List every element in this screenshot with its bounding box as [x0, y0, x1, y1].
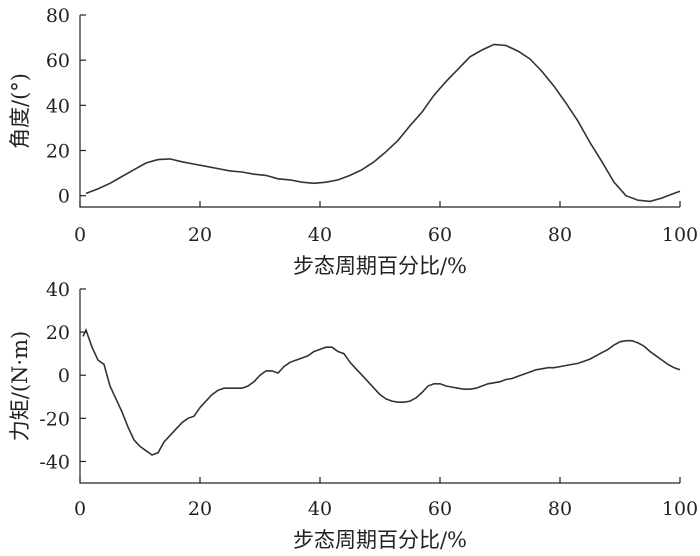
y-tick-label: -40	[39, 451, 70, 473]
moment-chart-x-ticks: 0 20 40 60 80 100	[74, 477, 698, 520]
x-tick-label: 80	[548, 224, 572, 246]
moment-chart-y-ticks: -40 -20 0 20 40	[39, 279, 86, 473]
x-tick-label: 40	[308, 224, 332, 246]
y-tick-label: 0	[58, 365, 70, 387]
x-tick-label: 20	[188, 224, 212, 246]
angle-curve	[85, 43, 681, 203]
moment-chart-y-label: 力矩/(N·m)	[8, 331, 32, 441]
angle-chart-axes	[79, 15, 680, 208]
y-tick-label: 40	[46, 95, 70, 117]
y-tick-label: 40	[46, 279, 70, 301]
moment-curve	[82, 327, 681, 456]
moment-chart-x-label: 步态周期百分比/%	[293, 528, 467, 552]
y-tick-label: -20	[39, 408, 70, 430]
angle-chart-y-ticks: 0 20 40 60 80	[46, 5, 86, 208]
x-tick-label: 40	[308, 498, 332, 520]
x-tick-label: 0	[74, 498, 86, 520]
moment-chart: -40 -20 0 20 40 0 20 40 60 80 100 力矩/(N·m) 步态周期百分…	[8, 279, 698, 552]
x-tick-label: 100	[662, 224, 698, 246]
x-tick-label: 80	[548, 498, 572, 520]
angle-chart: 0 20 40 60 80 0 20 40 60 80 100 角度/(°) 步态周期百分比/%	[8, 5, 698, 278]
y-tick-label: 0	[58, 186, 70, 208]
y-tick-label: 20	[46, 322, 70, 344]
angle-chart-x-ticks: 0 20 40 60 80 100	[74, 201, 698, 246]
y-tick-label: 80	[46, 5, 70, 27]
x-tick-label: 60	[428, 224, 452, 246]
x-tick-label: 20	[188, 498, 212, 520]
x-tick-label: 0	[74, 224, 86, 246]
x-tick-label: 100	[662, 498, 698, 520]
moment-chart-axes	[79, 289, 680, 484]
y-tick-label: 60	[46, 50, 70, 72]
angle-chart-y-label: 角度/(°)	[8, 73, 32, 149]
angle-chart-x-label: 步态周期百分比/%	[293, 254, 467, 278]
x-tick-label: 60	[428, 498, 452, 520]
y-tick-label: 20	[46, 141, 70, 163]
